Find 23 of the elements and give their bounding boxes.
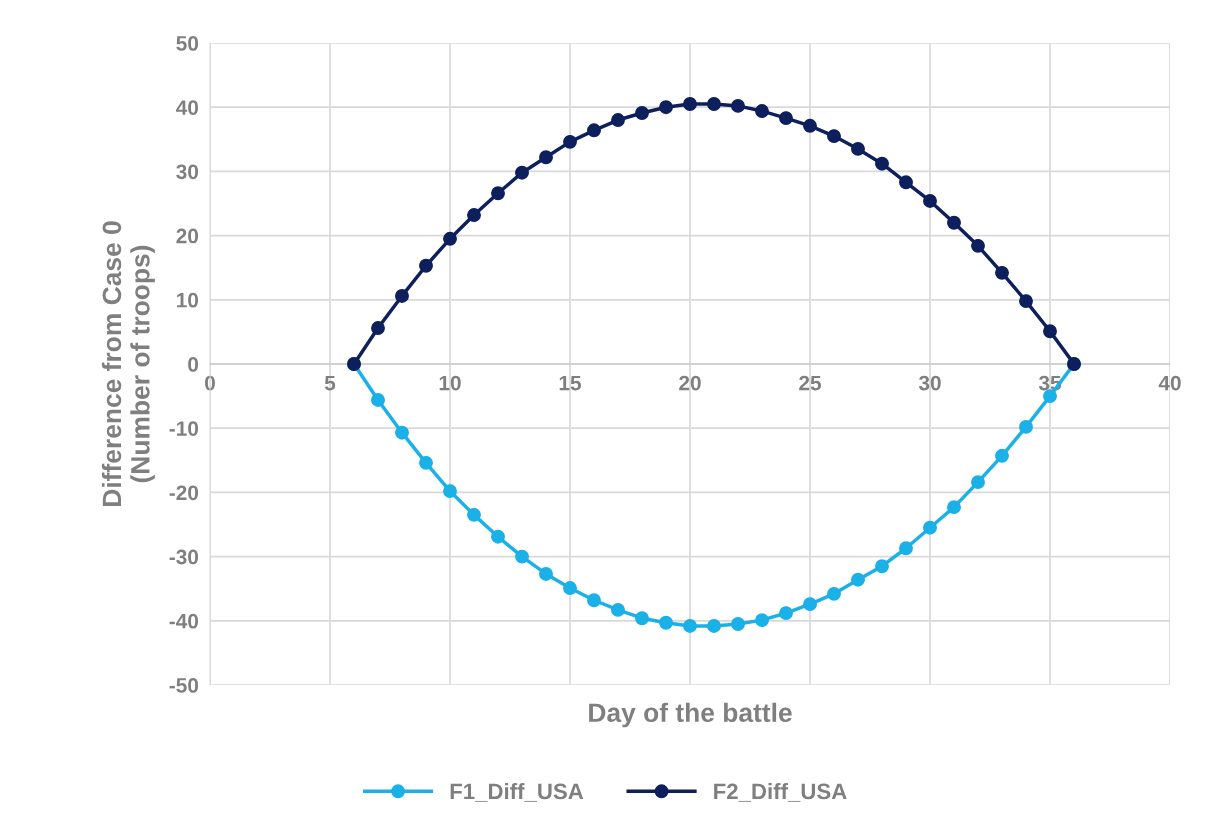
y-tick-label: 50: [176, 36, 199, 51]
x-tick-label: 40: [1158, 375, 1181, 391]
y-tick-label: -20: [169, 485, 199, 501]
x-tick-label: 25: [799, 375, 822, 391]
y-tick-label: -50: [169, 678, 199, 693]
y-tick-label: -40: [169, 613, 199, 629]
y-tick-label: 10: [177, 292, 199, 308]
x-tick-label: 0: [205, 375, 215, 391]
x-tick-label: 5: [324, 375, 336, 391]
y-axis-title: Difference from Case 0 (Number of troops): [101, 221, 155, 506]
y-tick-label: -10: [169, 421, 199, 436]
x-tick-label: 10: [439, 375, 461, 391]
legend-label: F2_Diff_USA: [714, 782, 847, 802]
y-tick-label: -30: [169, 549, 199, 565]
x-axis-title: Day of the battle: [589, 702, 792, 728]
legend-label: F1_Diff_USA: [450, 782, 584, 802]
y-tick-label: 40: [176, 100, 199, 115]
y-tick-label: 30: [176, 164, 199, 180]
x-tick-label: 30: [918, 375, 941, 391]
x-tick-label: 20: [679, 375, 701, 391]
x-tick-label: 15: [559, 375, 582, 391]
y-tick-label: 20: [176, 228, 199, 244]
y-tick-label: 0: [188, 357, 199, 372]
